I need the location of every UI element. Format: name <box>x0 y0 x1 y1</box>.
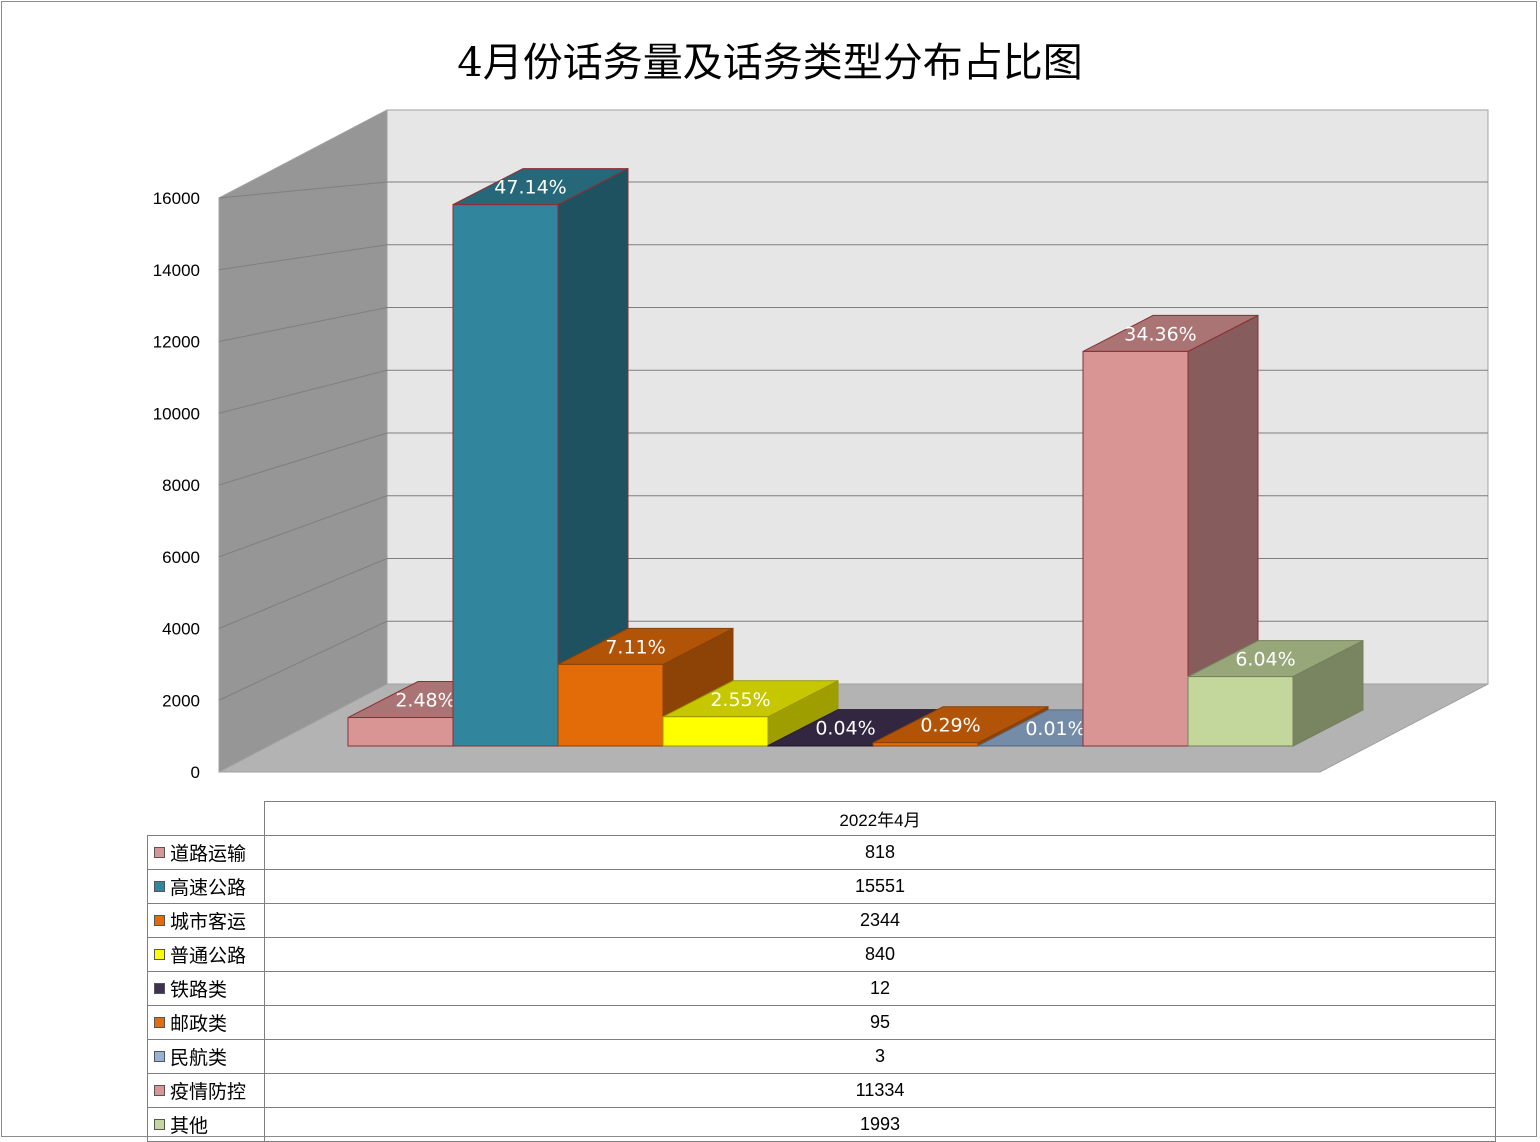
legend-entry: 铁路类 <box>148 971 265 1005</box>
legend-label: 铁路类 <box>170 979 227 1001</box>
bar-front <box>348 718 453 746</box>
y-tick-label: 16000 <box>153 189 200 208</box>
legend-entry: 普通公路 <box>148 937 265 971</box>
table-row: 高速公路 15551 <box>148 869 1496 903</box>
table-value: 1993 <box>265 1107 1496 1141</box>
bar-front <box>1083 351 1188 746</box>
table-row: 其他 1993 <box>148 1107 1496 1141</box>
bar-data-label: 7.11% <box>605 636 665 658</box>
table-row: 铁路类 12 <box>148 971 1496 1005</box>
bar-data-label: 0.01% <box>1025 718 1085 740</box>
y-tick-label: 6000 <box>162 548 200 567</box>
legend-label: 民航类 <box>170 1047 227 1069</box>
y-tick-label: 12000 <box>153 333 200 352</box>
legend-entry: 民航类 <box>148 1039 265 1073</box>
bar-data-label: 2.55% <box>710 689 770 711</box>
y-tick-label: 8000 <box>162 476 200 495</box>
y-tick-label: 4000 <box>162 620 200 639</box>
legend-swatch <box>154 1017 165 1028</box>
legend-swatch <box>154 881 165 892</box>
legend-label: 普通公路 <box>170 945 246 967</box>
legend-swatch <box>154 847 165 858</box>
legend-swatch <box>154 1119 165 1130</box>
legend-swatch <box>154 1051 165 1062</box>
bar-data-label: 0.04% <box>815 718 875 740</box>
table-value: 2344 <box>265 903 1496 937</box>
bar-front <box>1188 677 1293 746</box>
legend-swatch <box>154 915 165 926</box>
legend-entry: 邮政类 <box>148 1005 265 1039</box>
bar-front <box>663 717 768 746</box>
legend-label: 其他 <box>170 1115 208 1137</box>
legend-label: 道路运输 <box>170 843 246 865</box>
legend-entry: 高速公路 <box>148 869 265 903</box>
legend-swatch <box>154 1085 165 1096</box>
table-value: 818 <box>265 835 1496 869</box>
bar-front <box>873 743 978 746</box>
table-category-header: 2022年4月 <box>265 802 1496 836</box>
table-value: 3 <box>265 1039 1496 1073</box>
bar-front <box>558 664 663 746</box>
table-value: 15551 <box>265 869 1496 903</box>
table-header-row: 2022年4月 <box>148 802 1496 836</box>
table-row: 民航类 3 <box>148 1039 1496 1073</box>
y-tick-label: 10000 <box>153 404 200 423</box>
legend-entry: 城市客运 <box>148 903 265 937</box>
y-tick-label: 0 <box>191 763 200 782</box>
legend-label: 城市客运 <box>170 911 246 933</box>
legend-swatch <box>154 949 165 960</box>
legend-swatch <box>154 983 165 994</box>
bar-front <box>453 205 558 746</box>
legend-label: 疫情防控 <box>170 1081 246 1103</box>
bar-data-label: 0.29% <box>920 715 980 737</box>
bar-data-label: 47.14% <box>494 177 566 199</box>
bar-data-label: 34.36% <box>1124 323 1196 345</box>
table-value: 12 <box>265 971 1496 1005</box>
legend-label: 邮政类 <box>170 1013 227 1035</box>
y-tick-label: 2000 <box>162 691 200 710</box>
table-row: 疫情防控 11334 <box>148 1073 1496 1107</box>
legend-label: 高速公路 <box>170 877 246 899</box>
legend-entry: 其他 <box>148 1107 265 1141</box>
y-tick-label: 14000 <box>153 261 200 280</box>
table-corner <box>148 802 265 836</box>
table-value: 11334 <box>265 1073 1496 1107</box>
table-value: 95 <box>265 1005 1496 1039</box>
chart-plot: 0 2000 4000 6000 8000 10000 12000 14000 16000 2.… <box>0 0 1540 800</box>
table-row: 城市客运 2344 <box>148 903 1496 937</box>
legend-entry: 疫情防控 <box>148 1073 265 1107</box>
bar-data-label: 2.48% <box>395 690 455 712</box>
y-axis: 0 2000 4000 6000 8000 10000 12000 14000 16000 <box>153 189 200 782</box>
table-row: 道路运输 818 <box>148 835 1496 869</box>
table-row: 邮政类 95 <box>148 1005 1496 1039</box>
legend-entry: 道路运输 <box>148 835 265 869</box>
table-row: 普通公路 840 <box>148 937 1496 971</box>
table-value: 840 <box>265 937 1496 971</box>
bar-data-label: 6.04% <box>1235 649 1295 671</box>
